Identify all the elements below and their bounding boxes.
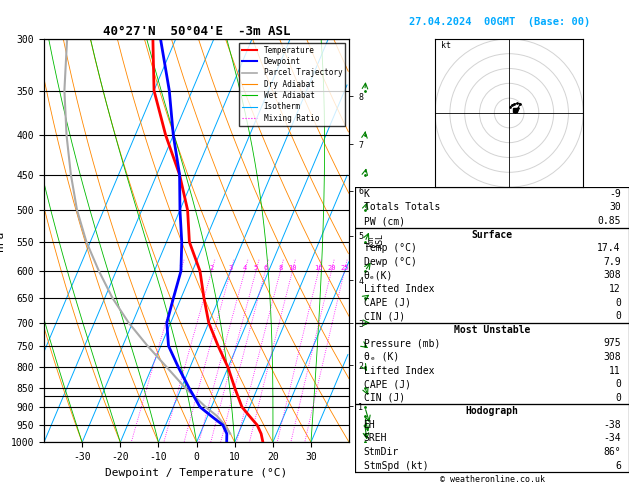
Text: -38: -38 — [603, 420, 621, 430]
Text: CIN (J): CIN (J) — [364, 311, 404, 321]
Y-axis label: km
ASL: km ASL — [366, 233, 386, 248]
Text: -34: -34 — [603, 434, 621, 443]
Text: EH: EH — [364, 420, 376, 430]
Text: 27.04.2024  00GMT  (Base: 00): 27.04.2024 00GMT (Base: 00) — [409, 17, 591, 27]
Y-axis label: hPa: hPa — [0, 230, 5, 251]
Text: 1: 1 — [179, 265, 183, 271]
Text: 3: 3 — [228, 265, 233, 271]
Text: Surface: Surface — [472, 230, 513, 240]
Text: Hodograph: Hodograph — [465, 406, 519, 417]
Text: Lifted Index: Lifted Index — [364, 365, 434, 376]
Text: 86°: 86° — [603, 447, 621, 457]
Text: 11: 11 — [609, 365, 621, 376]
Text: θₑ (K): θₑ (K) — [364, 352, 399, 362]
Text: 10: 10 — [288, 265, 297, 271]
Text: 308: 308 — [603, 270, 621, 280]
Text: Lifted Index: Lifted Index — [364, 284, 434, 294]
Text: kt: kt — [441, 41, 451, 50]
Text: Dewp (°C): Dewp (°C) — [364, 257, 416, 267]
Text: θₑ(K): θₑ(K) — [364, 270, 393, 280]
Text: 12: 12 — [609, 284, 621, 294]
Text: 6: 6 — [615, 461, 621, 470]
Text: SREH: SREH — [364, 434, 387, 443]
Text: Pressure (mb): Pressure (mb) — [364, 338, 440, 348]
Text: 16: 16 — [314, 265, 323, 271]
Text: 7.9: 7.9 — [603, 257, 621, 267]
Text: 8: 8 — [278, 265, 282, 271]
Legend: Temperature, Dewpoint, Parcel Trajectory, Dry Adiabat, Wet Adiabat, Isotherm, Mi: Temperature, Dewpoint, Parcel Trajectory… — [239, 43, 345, 125]
Text: StmSpd (kt): StmSpd (kt) — [364, 461, 428, 470]
X-axis label: Dewpoint / Temperature (°C): Dewpoint / Temperature (°C) — [106, 468, 287, 478]
Text: Totals Totals: Totals Totals — [364, 203, 440, 212]
Text: 30: 30 — [609, 203, 621, 212]
Text: 0: 0 — [615, 297, 621, 308]
Title: 40°27'N  50°04'E  -3m ASL: 40°27'N 50°04'E -3m ASL — [103, 25, 291, 38]
Text: CIN (J): CIN (J) — [364, 393, 404, 403]
Text: 17.4: 17.4 — [598, 243, 621, 253]
Text: 0: 0 — [615, 379, 621, 389]
Text: Temp (°C): Temp (°C) — [364, 243, 416, 253]
Text: 25: 25 — [340, 265, 348, 271]
Text: 5: 5 — [254, 265, 258, 271]
Text: CAPE (J): CAPE (J) — [364, 297, 411, 308]
Text: 4: 4 — [243, 265, 247, 271]
Text: 975: 975 — [603, 338, 621, 348]
Text: 308: 308 — [603, 352, 621, 362]
Text: 0.85: 0.85 — [598, 216, 621, 226]
Text: 20: 20 — [327, 265, 336, 271]
Text: © weatheronline.co.uk: © weatheronline.co.uk — [440, 475, 545, 484]
Text: -9: -9 — [609, 189, 621, 199]
Text: 6: 6 — [263, 265, 267, 271]
Text: 2: 2 — [209, 265, 214, 271]
Text: Most Unstable: Most Unstable — [454, 325, 530, 335]
Text: PW (cm): PW (cm) — [364, 216, 404, 226]
Text: 0: 0 — [615, 311, 621, 321]
Text: 0: 0 — [615, 393, 621, 403]
Text: CAPE (J): CAPE (J) — [364, 379, 411, 389]
Text: K: K — [364, 189, 369, 199]
Text: StmDir: StmDir — [364, 447, 399, 457]
